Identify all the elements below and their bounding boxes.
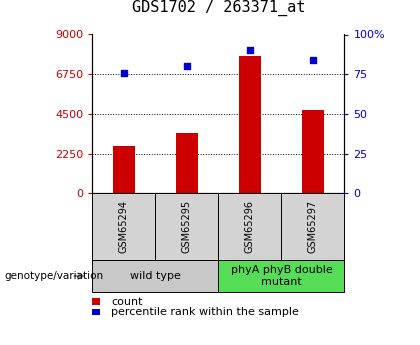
Text: GSM65295: GSM65295 (182, 200, 192, 253)
Point (247, 48, 253, 53)
Text: percentile rank within the sample: percentile rank within the sample (111, 307, 299, 317)
Text: GDS1702 / 263371_at: GDS1702 / 263371_at (132, 0, 305, 16)
Bar (302, 110, 324, 193)
Text: GSM65294: GSM65294 (119, 200, 129, 253)
Point (121, 70, 127, 75)
Point (184, 63, 190, 69)
Bar (239, 56, 261, 193)
Text: count: count (111, 297, 143, 306)
Text: wild type: wild type (130, 271, 181, 281)
Text: GSM65296: GSM65296 (245, 200, 255, 253)
Bar (113, 146, 135, 193)
Point (310, 57, 316, 63)
Text: GSM65297: GSM65297 (308, 200, 318, 253)
Text: genotype/variation: genotype/variation (4, 271, 103, 281)
Text: phyA phyB double
mutant: phyA phyB double mutant (231, 265, 332, 287)
Bar (176, 133, 198, 193)
